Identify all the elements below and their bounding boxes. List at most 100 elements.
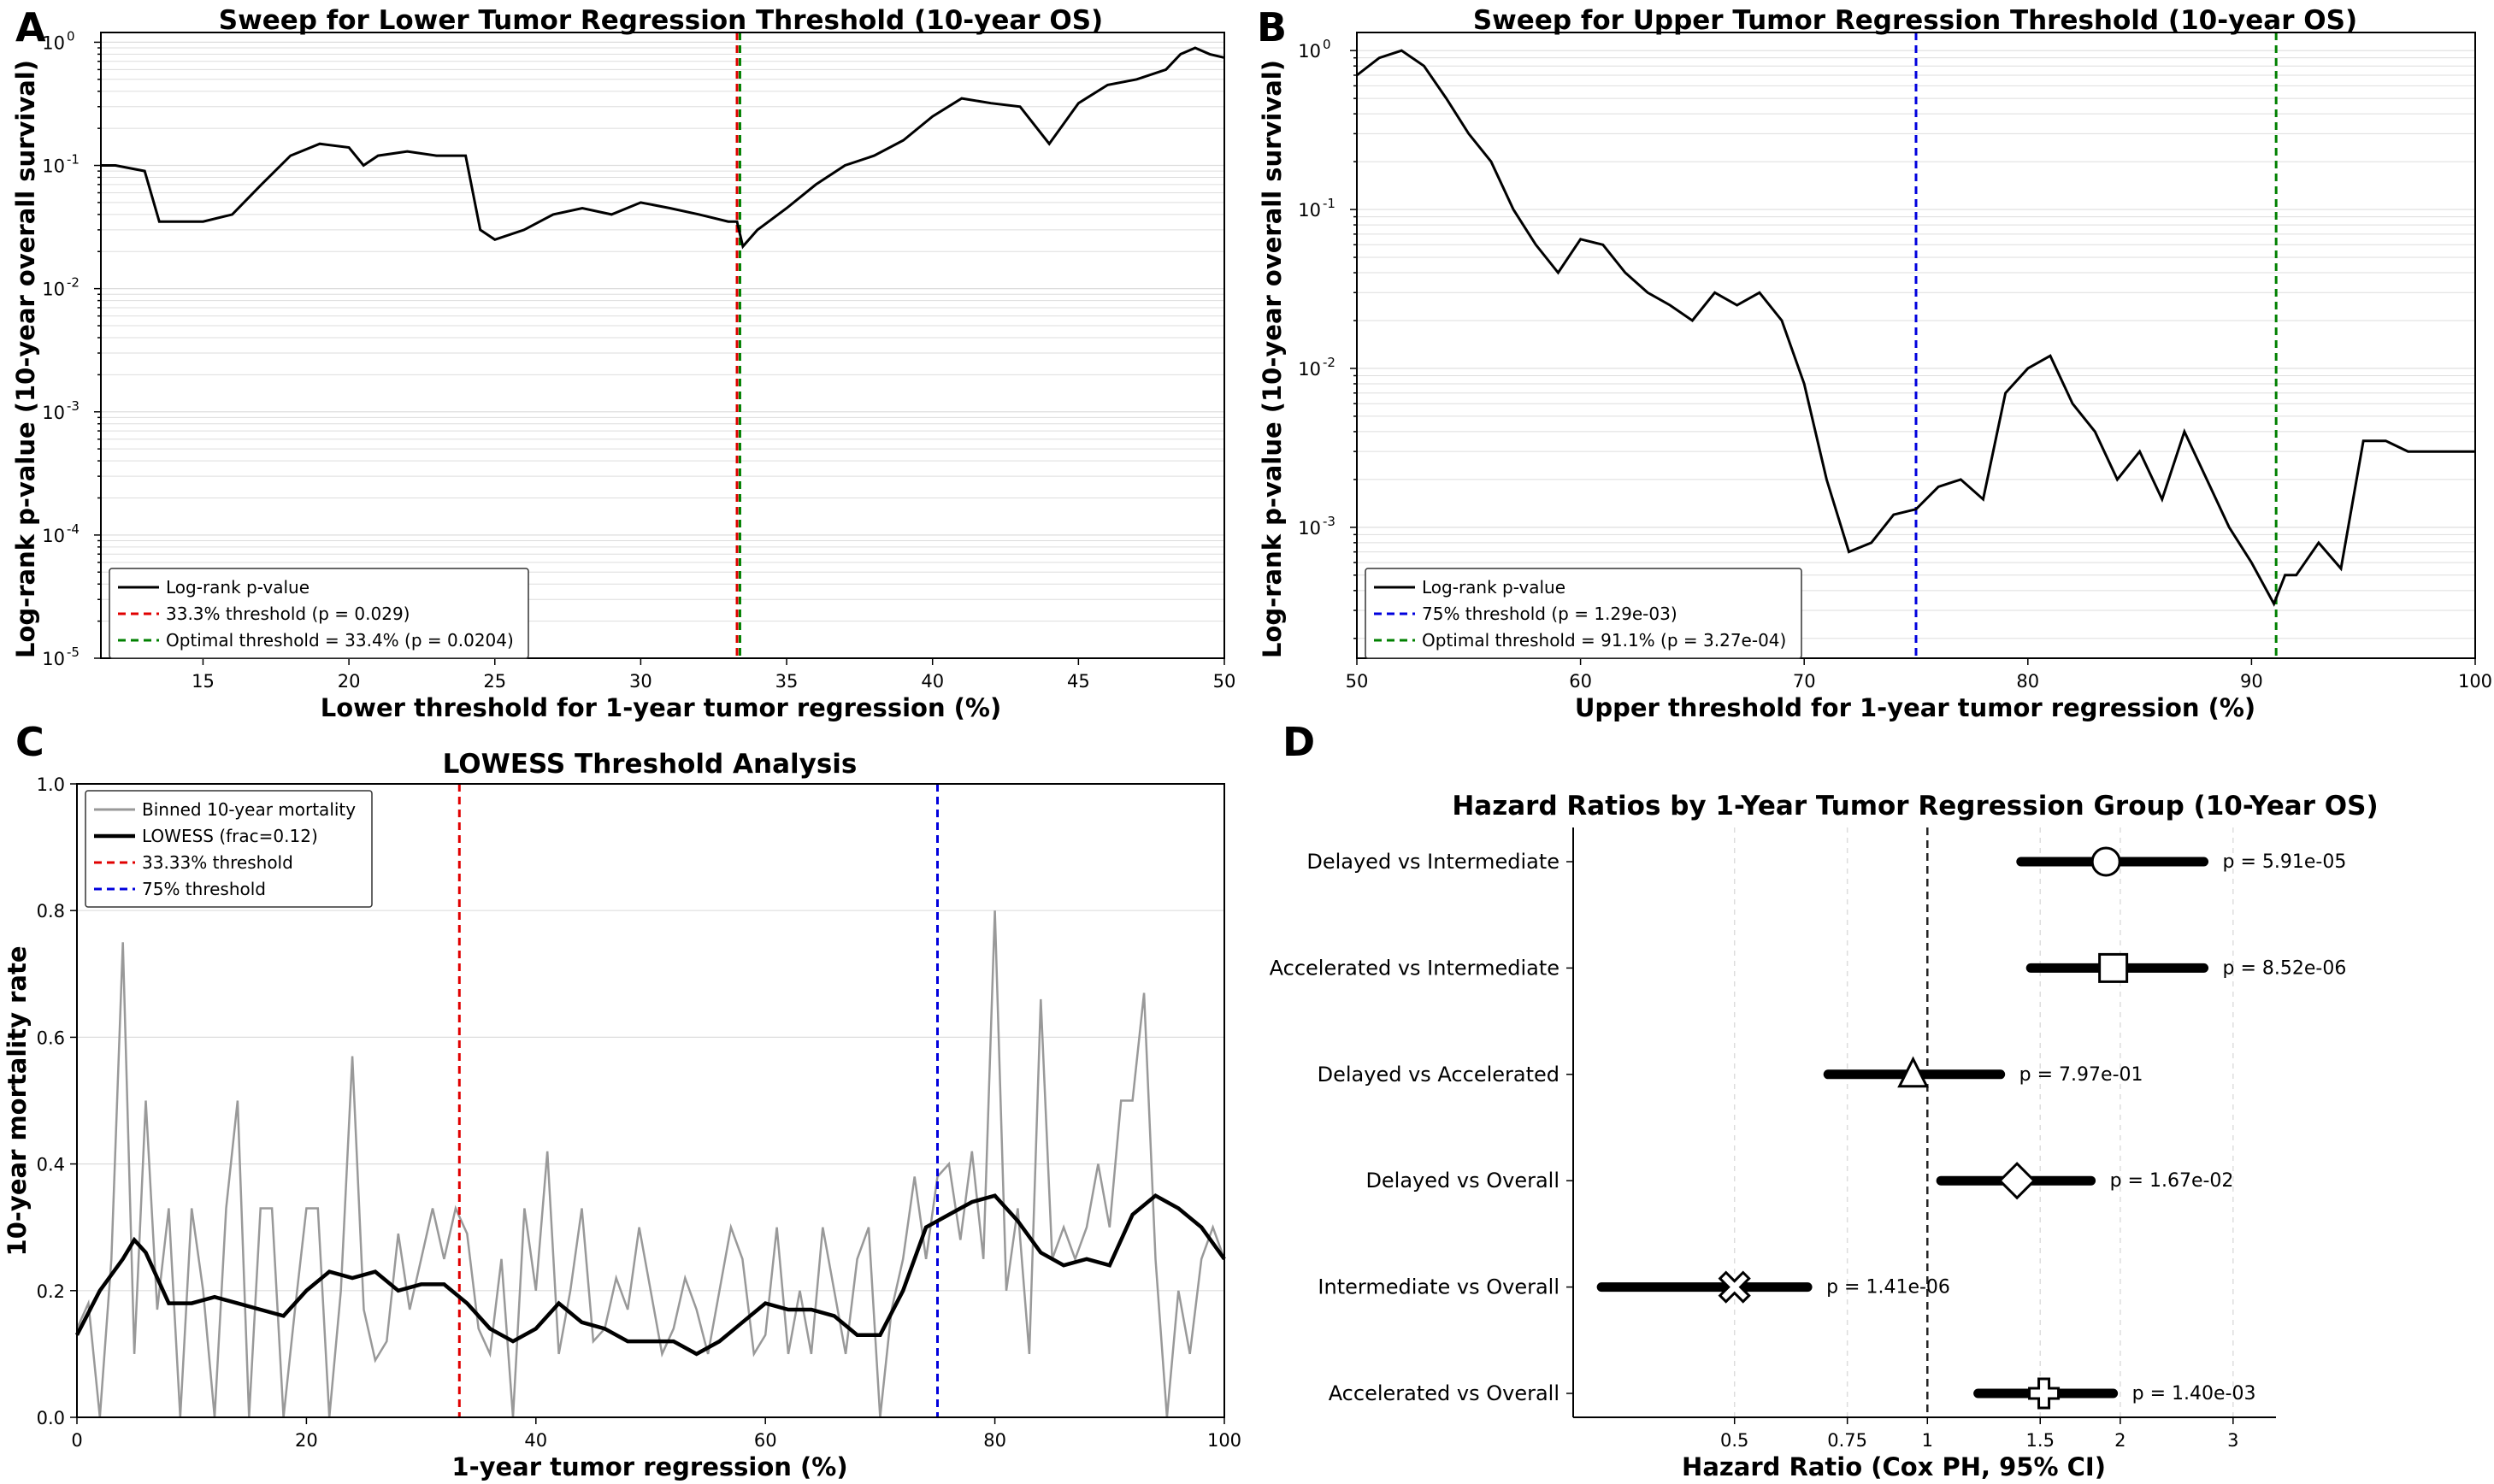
panel-d-xtick-label: 0.5 — [1720, 1430, 1748, 1451]
panel-b-xtick-label: 60 — [1569, 671, 1592, 692]
panel-a-ytick-label: 10 — [42, 280, 65, 300]
panel-c-legend-label: 75% threshold — [142, 879, 266, 899]
panel-d-xlabel: Hazard Ratio (Cox PH, 95% CI) — [1682, 1452, 2106, 1481]
panel-a-xtick-label: 35 — [775, 671, 799, 692]
panel-a-xtick-label: 50 — [1213, 671, 1236, 692]
panel-a-ytick-exponent: -2 — [67, 275, 80, 291]
panel-b-legend — [1365, 568, 1802, 659]
panel-c-xtick-label: 40 — [524, 1430, 547, 1451]
panel-b-xtick-label: 80 — [2016, 671, 2039, 692]
panel-d-p-value: p = 5.91e-05 — [2223, 851, 2347, 873]
panel-c-legend-label: LOWESS (frac=0.12) — [142, 826, 318, 846]
panel-a-xlabel: Lower threshold for 1-year tumor regress… — [321, 693, 1002, 722]
panel-b-xlabel: Upper threshold for 1-year tumor regress… — [1575, 693, 2255, 722]
panel-a-ytick-exponent: -3 — [67, 398, 80, 414]
panel-b-plot-frame — [1356, 32, 2476, 659]
panel-a-label: A — [15, 4, 46, 50]
panel-d-row-label: Delayed vs Overall — [1365, 1169, 1559, 1192]
panel-c-xtick-label: 60 — [754, 1430, 777, 1451]
panel-d-row-label: Delayed vs Accelerated — [1318, 1063, 1559, 1086]
panel-d-p-value: p = 1.41e-06 — [1826, 1277, 1950, 1298]
panel-d: D Hazard Ratios by 1-Year Tumor Regressi… — [1270, 719, 2379, 1481]
panel-b-ytick-exponent: -1 — [1323, 196, 1335, 211]
panel-d-title: Hazard Ratios by 1-Year Tumor Regression… — [1452, 791, 2378, 822]
panel-a-ytick-label: 10 — [42, 403, 65, 423]
panel-d-row-label: Delayed vs Intermediate — [1306, 850, 1559, 874]
panel-a-ytick-label: 10 — [42, 156, 65, 177]
panel-b-legend-label: 75% threshold (p = 1.29e-03) — [1422, 604, 1677, 624]
panel-b-label: B — [1257, 4, 1287, 50]
panel-c-title: LOWESS Threshold Analysis — [443, 749, 858, 780]
panel-d-row-label: Accelerated vs Intermediate — [1270, 956, 1559, 980]
panel-b-xtick-label: 50 — [1346, 671, 1369, 692]
panel-b-ylabel: Log-rank p-value (10-year overall surviv… — [1258, 60, 1287, 658]
panel-c-legend-label: 33.33% threshold — [142, 852, 293, 873]
panel-a-xtick-label: 40 — [921, 671, 944, 692]
panel-b-series-line — [1356, 49, 2475, 607]
panel-a-ytick-exponent: -5 — [67, 645, 80, 660]
panel-c-ytick-label: 0.8 — [37, 901, 65, 922]
panel-b-ytick-label: 10 — [1298, 518, 1321, 539]
panel-b-ytick-label: 10 — [1298, 200, 1321, 221]
panel-d-point-diamond — [1997, 1162, 2037, 1200]
panel-b-xtick-label: 100 — [2458, 671, 2492, 692]
panel-a-xtick-label: 20 — [338, 671, 361, 692]
panel-b-ytick-exponent: -2 — [1323, 355, 1335, 370]
panel-c-ytick-label: 0.6 — [37, 1028, 65, 1048]
panel-a-xtick-label: 30 — [629, 671, 652, 692]
panel-a-legend-label: Log-rank p-value — [166, 577, 310, 598]
panel-d-point-circle — [2090, 846, 2121, 877]
panel-d-xtick-label: 2 — [2114, 1430, 2126, 1451]
panel-c-ylabel: 10-year mortality rate — [3, 946, 32, 1257]
panel-b-xtick-label: 90 — [2240, 671, 2263, 692]
panel-a-ylabel: Log-rank p-value (10-year overall surviv… — [11, 60, 40, 658]
panel-a-legend-label: 33.3% threshold (p = 0.029) — [166, 604, 410, 624]
panel-a-xtick-label: 15 — [192, 671, 215, 692]
panel-c-xtick-label: 100 — [1207, 1430, 1241, 1451]
panel-b-title: Sweep for Upper Tumor Regression Thresho… — [1473, 5, 2357, 36]
panel-d-p-value: p = 1.67e-02 — [2110, 1170, 2234, 1192]
panel-d-label: D — [1282, 719, 1315, 765]
panel-a-title: Sweep for Lower Tumor Regression Thresho… — [219, 5, 1103, 36]
panel-b-ytick-label: 10 — [1298, 41, 1321, 62]
panel-c-xlabel: 1-year tumor regression (%) — [451, 1452, 847, 1481]
panel-b-legend-label: Log-rank p-value — [1422, 577, 1565, 598]
panel-d-p-value: p = 1.40e-03 — [2132, 1383, 2256, 1404]
panel-b-ytick-label: 10 — [1298, 359, 1321, 380]
panel-c-ytick-label: 1.0 — [37, 774, 65, 795]
panel-d-xtick-label: 1 — [1922, 1430, 1933, 1451]
panel-c-xtick-label: 0 — [71, 1430, 82, 1451]
panel-d-xtick-label: 0.75 — [1827, 1430, 1867, 1451]
panel-d-row-label: Intermediate vs Overall — [1318, 1275, 1559, 1299]
panel-c-plot-frame — [76, 783, 1225, 1418]
panel-a-series-line — [101, 46, 1225, 250]
panel-c-label: C — [15, 719, 44, 765]
panel-d-row-label: Accelerated vs Overall — [1329, 1381, 1559, 1405]
panel-c-ytick-label: 0.0 — [37, 1408, 65, 1428]
panel-d-point-square — [2098, 952, 2129, 983]
panel-a-ytick-exponent: -1 — [67, 152, 80, 168]
panel-c-legend-label: Binned 10-year mortality — [142, 799, 356, 820]
panel-d-point-triangle — [1897, 1056, 1930, 1088]
panel-d-p-value: p = 7.97e-01 — [2019, 1064, 2143, 1086]
panel-b-ytick-exponent: 0 — [1323, 37, 1331, 52]
panel-a-ytick-label: 10 — [42, 32, 65, 53]
panel-a-legend-label: Optimal threshold = 33.4% (p = 0.0204) — [166, 630, 514, 651]
panel-d-p-value: p = 8.52e-06 — [2223, 957, 2347, 979]
panel-b: B Sweep for Upper Tumor Regression Thres… — [1257, 4, 2492, 722]
panel-a-legend — [109, 568, 529, 659]
panel-d-xtick-label: 1.5 — [2026, 1430, 2055, 1451]
panel-a-xtick-label: 45 — [1067, 671, 1090, 692]
panel-b-xtick-label: 70 — [1793, 671, 1816, 692]
panel-a-xtick-label: 25 — [483, 671, 506, 692]
panel-c-ytick-label: 0.4 — [37, 1155, 65, 1175]
panel-b-legend-label: Optimal threshold = 91.1% (p = 3.27e-04) — [1422, 630, 1786, 651]
panel-c-legend — [85, 790, 373, 908]
panel-a-ytick-exponent: 0 — [67, 28, 75, 44]
panel-d-point-x — [1718, 1270, 1751, 1304]
panel-a-ytick-label: 10 — [42, 526, 65, 546]
panel-a-ytick-exponent: -4 — [67, 521, 80, 537]
panel-d-point-plus — [2028, 1377, 2061, 1410]
panel-c-lowess-series — [75, 1192, 1226, 1357]
